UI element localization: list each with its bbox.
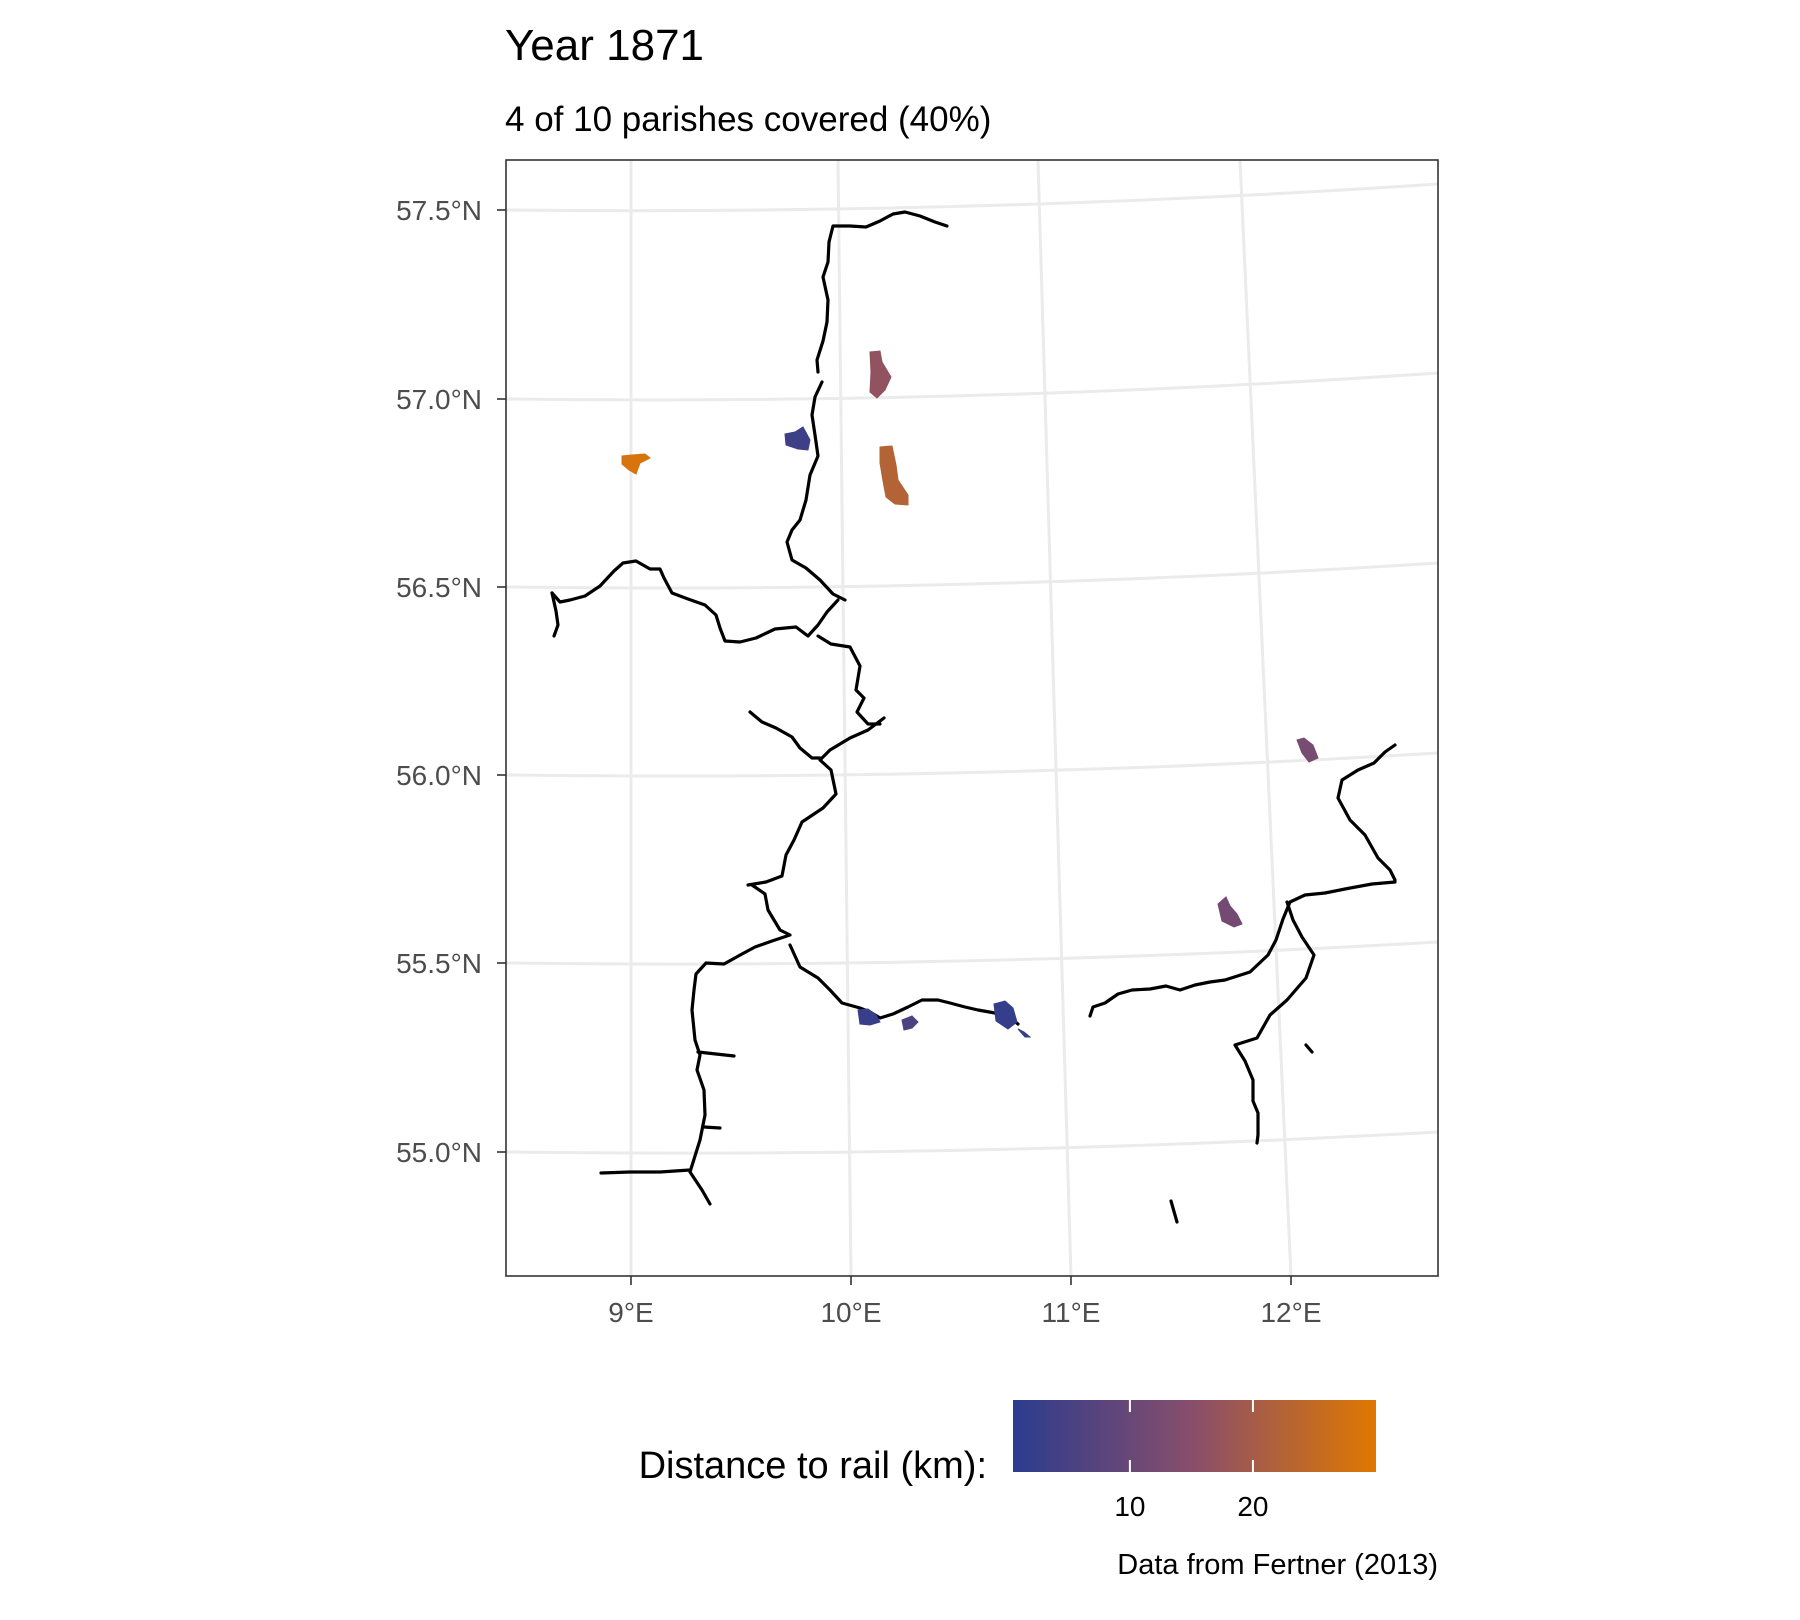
parish: [857, 1008, 881, 1026]
x-tick-label: 11°E: [1042, 1297, 1101, 1328]
rail-line-south-spur-1: [696, 1050, 736, 1058]
rail-line-fragment-2: [1169, 1199, 1179, 1224]
rail-line-west-end: [550, 591, 560, 638]
legend: Distance to rail (km): 10 20: [639, 1400, 1376, 1522]
rail-line-zealand-south: [1233, 900, 1316, 1145]
railway-lines: [550, 210, 1397, 1224]
gridline-lon-12: [1238, 159, 1293, 1277]
x-axis: 9°E 10°E 11°E 12°E: [608, 1276, 1322, 1328]
rail-line-north-2: [785, 380, 847, 602]
graticule: [505, 159, 1439, 1277]
parish: [1017, 1028, 1032, 1038]
legend-title: Distance to rail (km):: [639, 1445, 987, 1487]
parish: [1217, 896, 1243, 928]
gridline-lon-10: [836, 159, 853, 1277]
rail-line-central: [550, 559, 840, 644]
rail-line-zealand-west: [1088, 880, 1397, 1018]
legend-tick-label: 10: [1114, 1491, 1145, 1522]
parish: [869, 350, 892, 399]
map-title: Year 1871: [505, 21, 704, 70]
parishes: [621, 350, 1319, 1038]
parish: [621, 453, 651, 475]
x-tick-label: 9°E: [608, 1297, 653, 1328]
legend-ticks: 10 20: [1114, 1400, 1269, 1522]
rail-line-zealand-north: [1336, 743, 1397, 882]
rail-line-east-branch: [748, 710, 822, 760]
caption: Data from Fertner (2013): [1117, 1549, 1438, 1581]
rail-line-southwest: [599, 1168, 692, 1175]
x-tick-label: 12°E: [1260, 1297, 1321, 1328]
gridline-lon-11: [1036, 159, 1073, 1277]
parish: [901, 1015, 919, 1031]
parish: [993, 1000, 1018, 1030]
parish: [784, 426, 811, 451]
rail-line-funen: [788, 943, 1020, 1026]
legend-tick-label: 20: [1237, 1491, 1268, 1522]
parish: [1296, 737, 1319, 763]
legend-colorbar: [1013, 1400, 1376, 1472]
y-tick-label: 55.5°N: [396, 948, 482, 979]
rail-line-south-spur-2: [702, 1125, 722, 1130]
gridline-lat-56-5: [505, 561, 1439, 590]
gridline-lat-55-0: [505, 1130, 1439, 1155]
rail-line-north: [815, 210, 949, 374]
y-tick-label: 55.0°N: [396, 1137, 482, 1168]
gridline-lat-57-5: [505, 182, 1439, 213]
panel-background: [506, 160, 1438, 1276]
y-axis: 57.5°N 57.0°N 56.5°N 56.0°N 55.5°N 55.0°…: [396, 195, 506, 1168]
map-panel: [505, 159, 1439, 1277]
rail-line-spine: [816, 634, 882, 726]
y-tick-label: 57.0°N: [396, 384, 482, 415]
x-tick-label: 10°E: [820, 1297, 881, 1328]
gridline-lat-55-5: [505, 940, 1439, 966]
rail-line-fragment-1: [1304, 1043, 1314, 1054]
gridline-lat-56-0: [505, 751, 1439, 778]
rail-line-spine-2: [746, 716, 886, 887]
y-tick-label: 56.5°N: [396, 572, 482, 603]
y-tick-label: 57.5°N: [396, 195, 482, 226]
panel-border: [505, 159, 1439, 1277]
map-subtitle: 4 of 10 parishes covered (40%): [505, 100, 991, 139]
y-tick-label: 56.0°N: [396, 760, 482, 791]
parish: [879, 445, 909, 506]
gridline-lat-57-0: [505, 371, 1439, 402]
